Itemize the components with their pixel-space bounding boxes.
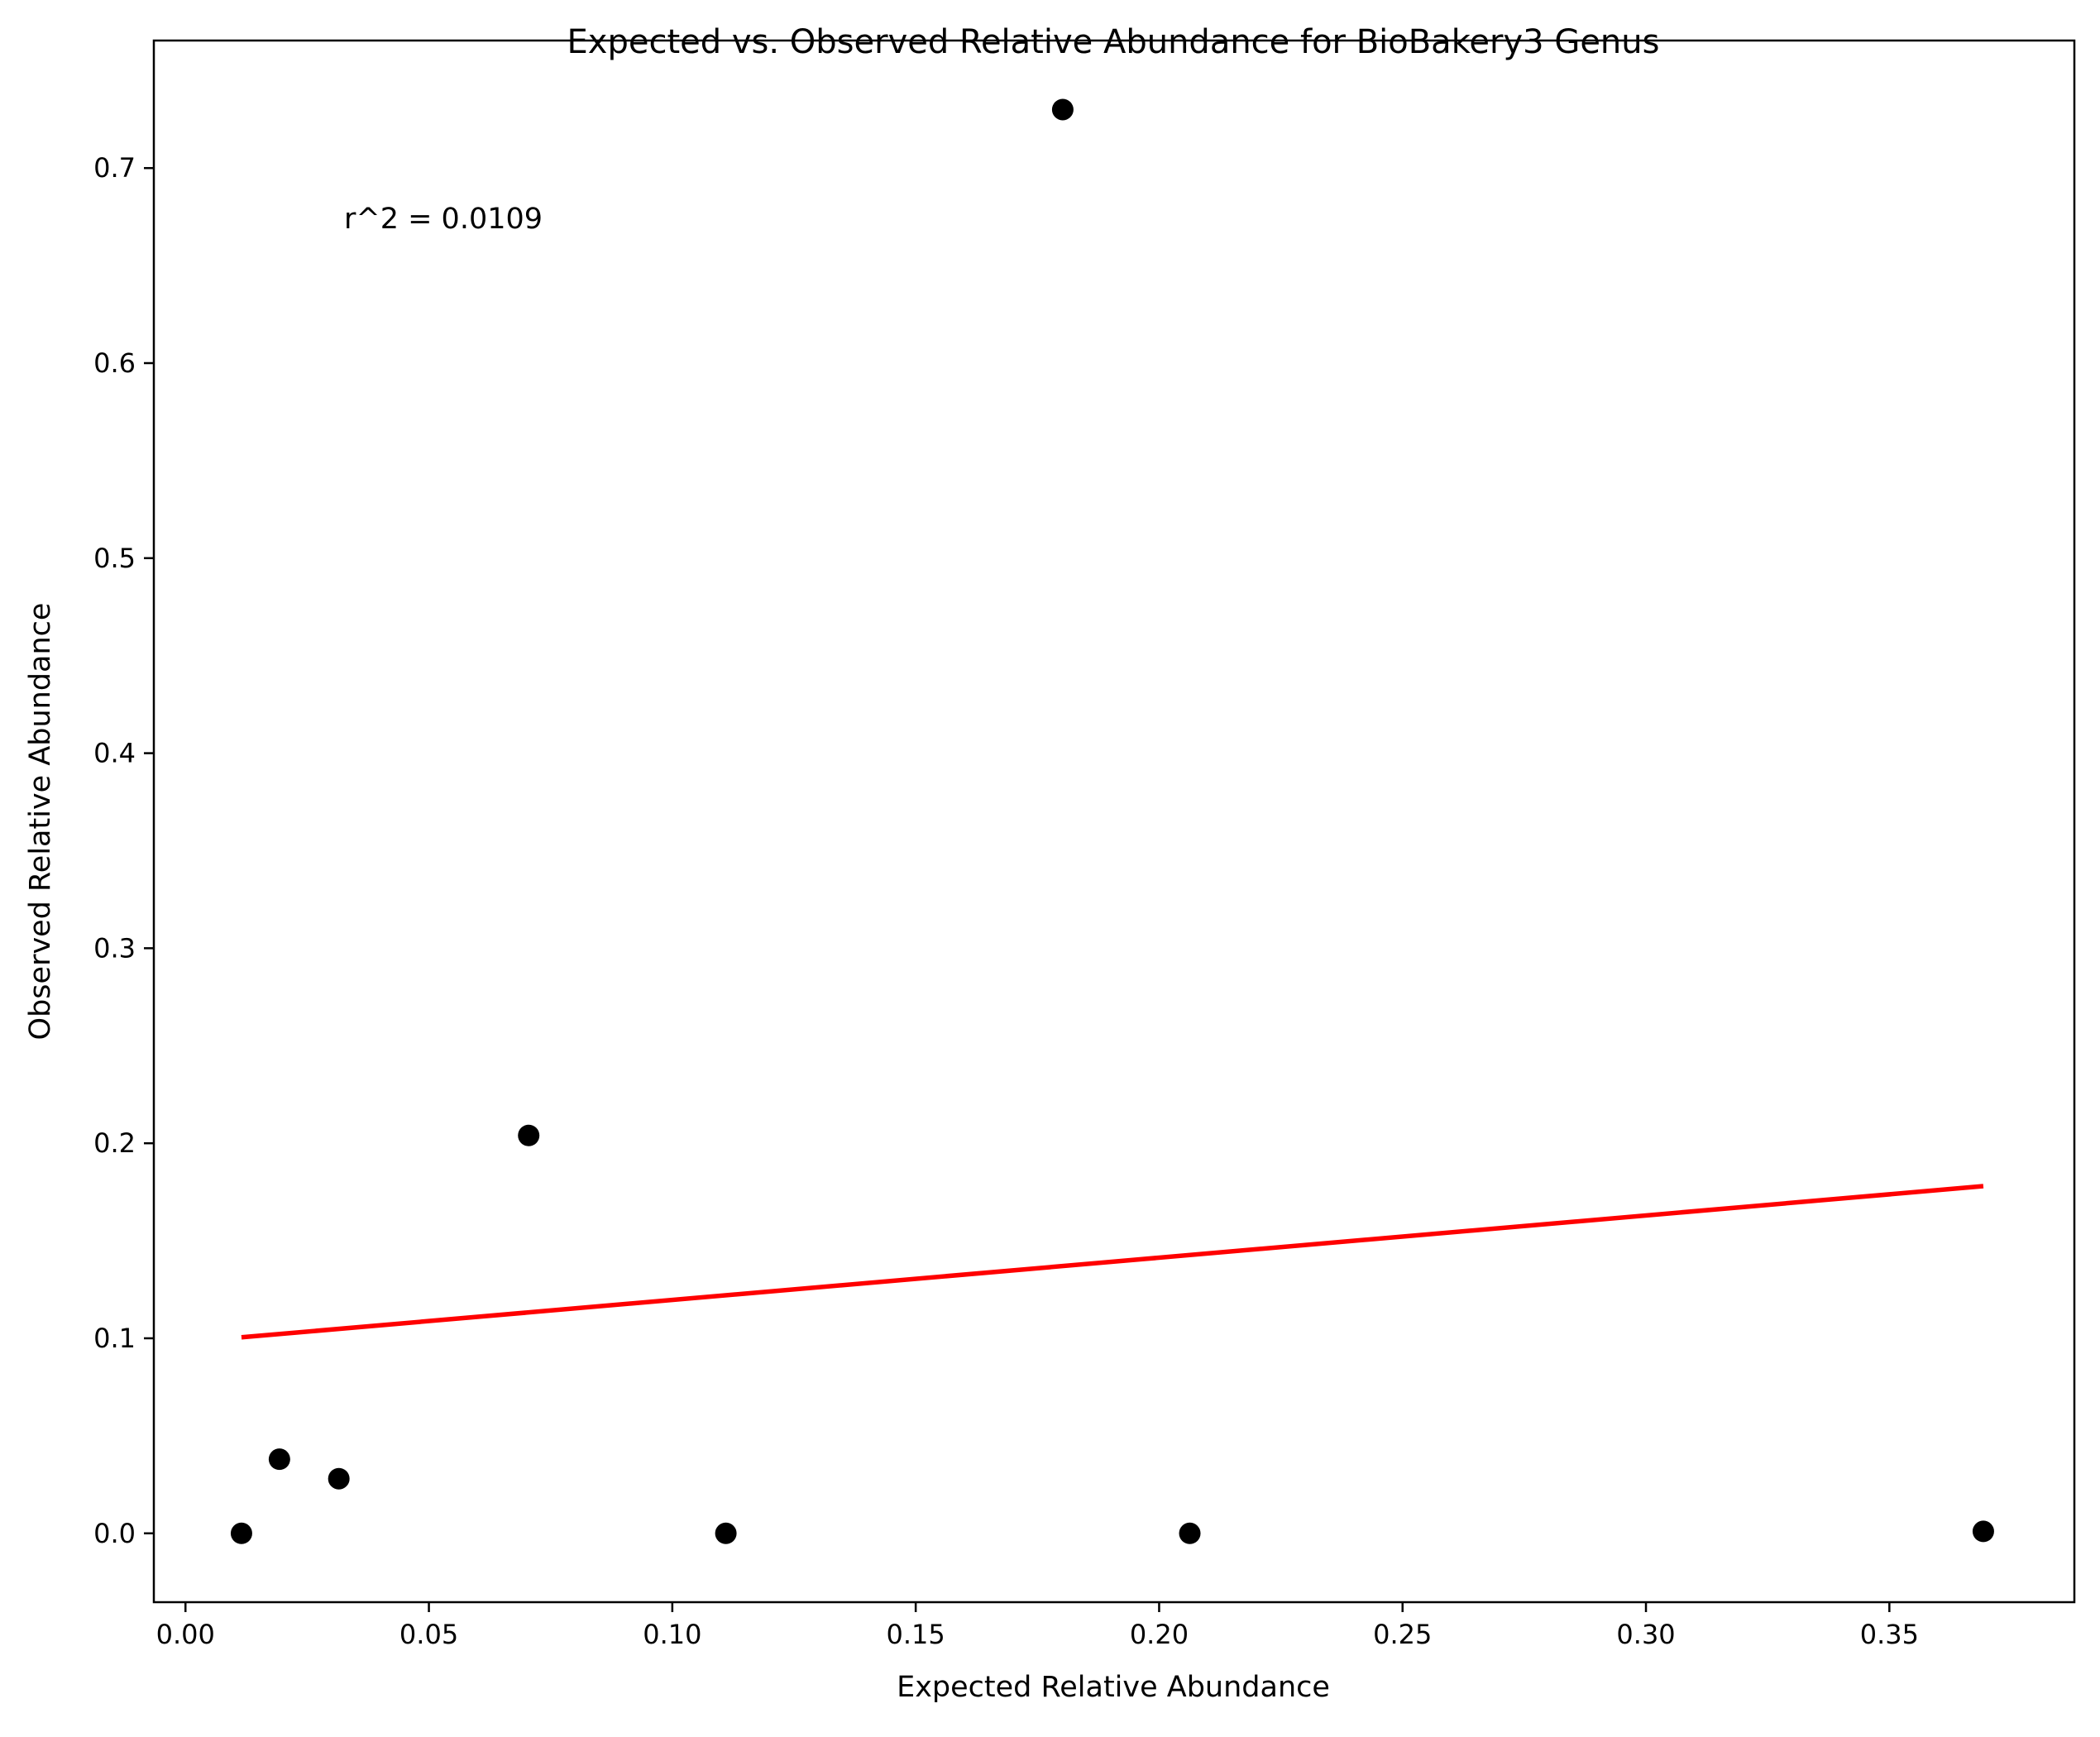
y-tick-label: 0.5	[93, 543, 136, 574]
x-axis-ticks: 0.00 0.05 0.10 0.15 0.20 0.25 0.30 0.35	[156, 1602, 1919, 1650]
plot-frame	[152, 39, 2076, 1604]
data-point	[1179, 1522, 1201, 1544]
x-axis-label: Expected Relative Abundance	[897, 1671, 1330, 1704]
data-point	[1051, 98, 1074, 121]
y-tick-label: 0.2	[93, 1127, 136, 1159]
x-tick-label: 0.05	[399, 1619, 458, 1650]
fit-line-layer	[241, 1184, 1984, 1340]
y-tick-label: 0.4	[93, 738, 136, 769]
x-tick-label: 0.20	[1130, 1619, 1189, 1650]
x-tick-label: 0.00	[156, 1619, 215, 1650]
data-point	[715, 1522, 737, 1544]
x-tick-label: 0.30	[1616, 1619, 1675, 1650]
y-tick-label: 0.0	[93, 1518, 136, 1549]
chart-title: Expected vs. Observed Relative Abundance…	[567, 23, 1660, 61]
x-tick-label: 0.25	[1373, 1619, 1432, 1650]
y-tick-label: 0.3	[93, 932, 136, 964]
x-tick-label: 0.10	[643, 1619, 701, 1650]
data-point	[230, 1522, 252, 1544]
y-tick-label: 0.7	[93, 152, 136, 184]
y-axis-ticks: 0.0 0.1 0.2 0.3 0.4 0.5 0.6 0.7	[93, 152, 154, 1549]
r-squared-annotation: r^2 = 0.0109	[344, 203, 543, 236]
data-point	[268, 1448, 290, 1471]
data-point	[518, 1124, 540, 1146]
y-tick-label: 0.1	[93, 1323, 136, 1354]
y-tick-label: 0.6	[93, 347, 136, 379]
x-tick-label: 0.15	[887, 1619, 945, 1650]
x-tick-label: 0.35	[1860, 1619, 1919, 1650]
y-axis-label: Observed Relative Abundance	[24, 603, 57, 1041]
data-point	[328, 1467, 350, 1490]
points-layer	[230, 98, 1994, 1544]
regression-line	[241, 1184, 1984, 1340]
data-point	[1972, 1520, 1994, 1543]
